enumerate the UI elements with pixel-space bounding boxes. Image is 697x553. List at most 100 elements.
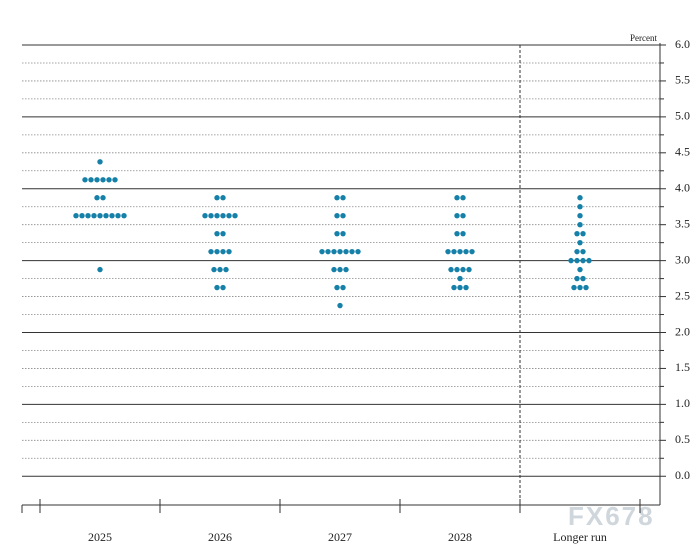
dot xyxy=(214,213,220,219)
dot xyxy=(220,248,226,255)
dot xyxy=(223,266,229,273)
dot xyxy=(454,195,460,201)
dot xyxy=(574,248,580,255)
dot xyxy=(463,284,469,291)
dot xyxy=(340,284,346,291)
dot xyxy=(217,266,223,273)
dot xyxy=(580,275,586,282)
dot xyxy=(214,230,220,237)
dot xyxy=(583,284,589,291)
dot xyxy=(100,177,106,183)
dot xyxy=(460,213,466,219)
dot xyxy=(220,230,226,237)
x-tick-label: 2026 xyxy=(208,530,232,544)
y-tick-label: 1.0 xyxy=(675,396,690,410)
dot xyxy=(82,177,88,183)
dot xyxy=(202,213,208,219)
dot xyxy=(457,284,463,291)
dot xyxy=(469,248,475,255)
dot xyxy=(232,213,238,219)
dot xyxy=(103,213,109,219)
dot xyxy=(214,284,220,291)
dot xyxy=(97,213,103,219)
dot xyxy=(340,230,346,237)
dot xyxy=(445,248,451,255)
dot xyxy=(580,230,586,237)
dot xyxy=(343,248,349,255)
dot xyxy=(112,177,118,183)
dot xyxy=(466,266,472,273)
dot xyxy=(586,257,592,264)
dot xyxy=(337,266,343,273)
dot xyxy=(577,239,583,246)
y-tick-label: 0.0 xyxy=(675,468,690,482)
dot xyxy=(214,248,220,255)
dot xyxy=(94,177,100,183)
dot xyxy=(337,302,343,309)
dot xyxy=(340,213,346,219)
dot xyxy=(580,248,586,255)
dot xyxy=(319,248,325,255)
watermark: FX678 xyxy=(568,501,655,531)
dot xyxy=(211,266,217,273)
y-tick-label: 1.5 xyxy=(675,360,690,374)
dot xyxy=(457,248,463,255)
dot xyxy=(355,248,361,255)
y-tick-label: 6.0 xyxy=(675,37,690,51)
dot xyxy=(343,266,349,273)
dot xyxy=(79,213,85,219)
dot xyxy=(577,221,583,228)
dot xyxy=(577,213,583,219)
dot xyxy=(457,275,463,282)
dot xyxy=(226,248,232,255)
dot xyxy=(73,213,79,219)
dot xyxy=(577,266,583,273)
dot xyxy=(574,257,580,264)
dot xyxy=(91,213,97,219)
x-tick-label: Longer run xyxy=(553,530,607,544)
y-tick-label: 2.0 xyxy=(675,324,690,338)
dot xyxy=(349,248,355,255)
y-tick-label: 2.5 xyxy=(675,288,690,302)
dot xyxy=(454,266,460,273)
dot xyxy=(340,195,346,201)
dot xyxy=(85,213,91,219)
dot xyxy=(454,230,460,237)
dot xyxy=(94,195,100,201)
dot xyxy=(115,213,121,219)
dot xyxy=(331,248,337,255)
dot xyxy=(121,213,127,219)
dot xyxy=(208,213,214,219)
dot xyxy=(109,213,115,219)
dot xyxy=(568,257,574,264)
y-tick-label: 5.5 xyxy=(675,73,690,87)
dot xyxy=(460,266,466,273)
y-tick-label: 3.5 xyxy=(675,216,690,230)
dot xyxy=(337,248,343,255)
dot xyxy=(334,195,340,201)
dot xyxy=(577,204,583,210)
dot xyxy=(334,213,340,219)
y-tick-label: 4.0 xyxy=(675,181,690,195)
dot xyxy=(106,177,112,183)
dot xyxy=(334,284,340,291)
dot xyxy=(577,284,583,291)
dot xyxy=(571,284,577,291)
dot xyxy=(460,195,466,201)
dot xyxy=(451,284,457,291)
dot xyxy=(325,248,331,255)
dot xyxy=(220,213,226,219)
dot xyxy=(574,230,580,237)
dot xyxy=(100,195,106,201)
dot xyxy=(97,266,103,273)
dot xyxy=(208,248,214,255)
x-tick-label: 2027 xyxy=(328,530,352,544)
dot xyxy=(574,275,580,282)
dot xyxy=(454,213,460,219)
dot xyxy=(331,266,337,273)
dot xyxy=(334,230,340,237)
y-tick-label: 0.5 xyxy=(675,432,690,446)
x-tick-label: 2025 xyxy=(88,530,112,544)
dot xyxy=(580,257,586,264)
